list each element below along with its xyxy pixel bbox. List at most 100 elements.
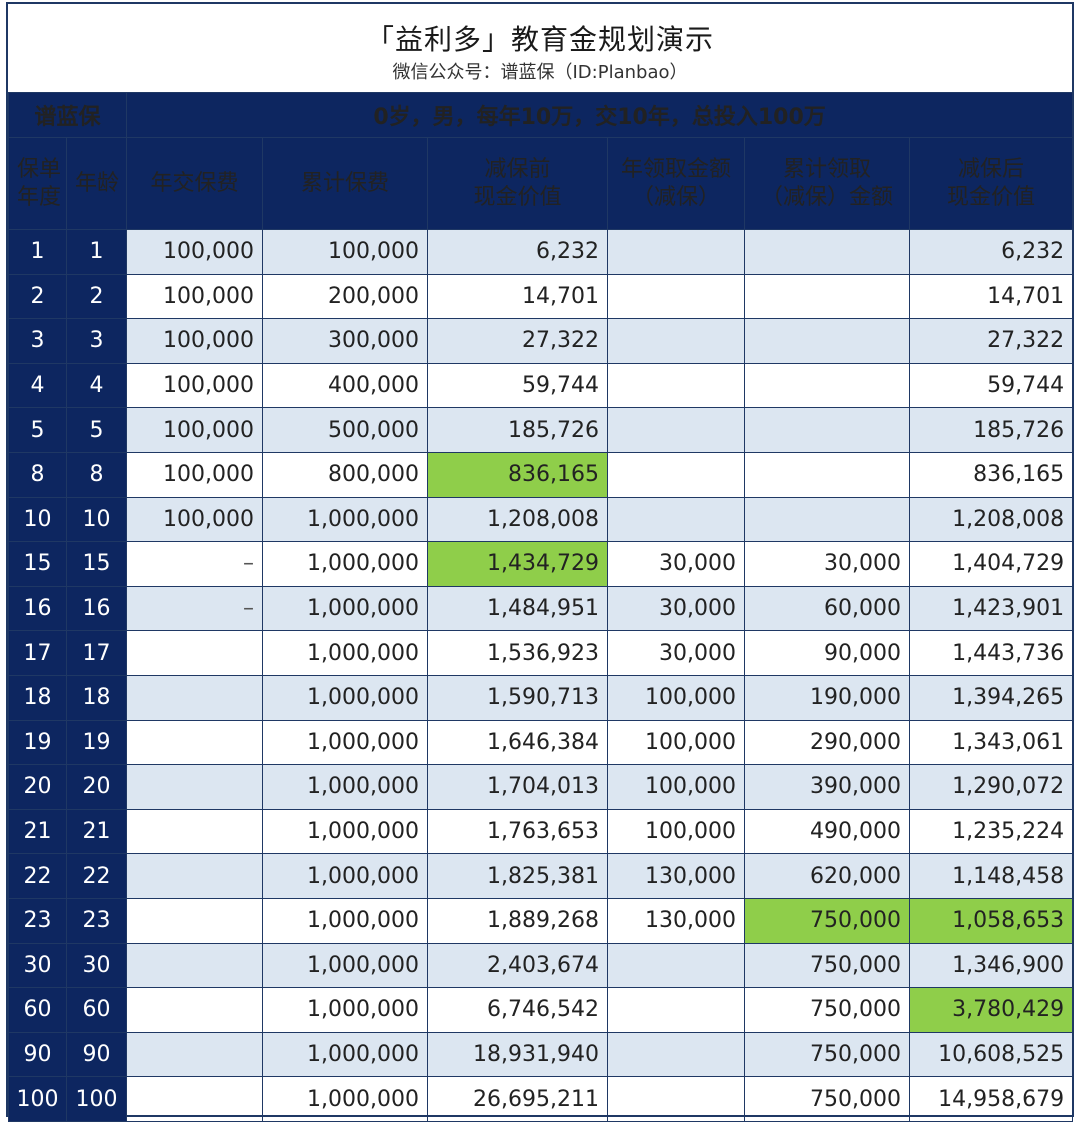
- column-header-line: 累计保费: [301, 170, 390, 196]
- cash-value-before-cell: 1,590,713: [427, 674, 609, 721]
- cash-value-after-cell: 14,701: [909, 273, 1074, 320]
- age-cell: 18: [65, 674, 128, 721]
- annual-premium-cell: 100,000: [126, 407, 264, 453]
- cash-value-before-cell: 1,763,653: [427, 808, 609, 855]
- table-row: 60 60 1,000,000 6,746,542 750,000 3,780,429: [8, 987, 1074, 1033]
- table-row: 15 15–1,000,000 1,434,729 30,000 30,000 1,404…: [8, 541, 1074, 587]
- cash-value-after-cell: 3,780,429: [909, 987, 1074, 1033]
- age-cell: 90: [65, 1031, 128, 1078]
- policy-year-cell: 23: [8, 897, 67, 944]
- annual-premium-cell: [126, 1031, 264, 1078]
- plan-table: 谱蓝保 0岁，男，每年10万，交10年，总投入100万 保单 年度 年龄 年交保费 累计…: [7, 92, 1074, 1122]
- cash-value-before-cell: 1,646,384: [427, 719, 609, 766]
- cash-value-after-cell: 27,322: [909, 318, 1074, 364]
- age-cell: 15: [65, 541, 128, 587]
- cash-value-after-cell: 836,165: [909, 451, 1074, 498]
- age-cell: 10: [65, 496, 128, 543]
- age-cell: 3: [65, 318, 128, 364]
- annual-withdrawal-cell: [607, 1076, 746, 1122]
- table-row: 19 19 1,000,000 1,646,384 100,000 290,000 1,34…: [8, 719, 1074, 766]
- policy-year-cell: 60: [8, 987, 67, 1033]
- annual-withdrawal-cell: 100,000: [607, 719, 746, 766]
- column-header: 累计领取 （减保）金额: [744, 137, 911, 230]
- column-header: 保单 年度: [8, 137, 67, 230]
- annual-withdrawal-cell: [607, 407, 746, 453]
- annual-premium-cell: 100,000: [126, 362, 264, 409]
- annual-premium-cell: [126, 764, 264, 810]
- cash-value-before-cell: 1,704,013: [427, 764, 609, 810]
- policy-year-cell: 30: [8, 942, 67, 989]
- table-row: 22 22 1,000,000 1,825,381 130,000 620,000 1,14…: [8, 853, 1074, 899]
- column-header-line: 减保前: [484, 156, 551, 182]
- column-header-line: （减保）金额: [761, 184, 894, 210]
- cumulative-withdrawal-cell: 620,000: [744, 853, 911, 899]
- cumulative-premium-cell: 300,000: [262, 318, 429, 364]
- cumulative-withdrawal-cell: 190,000: [744, 674, 911, 721]
- annual-withdrawal-cell: 130,000: [607, 897, 746, 944]
- annual-withdrawal-cell: [607, 496, 746, 543]
- cash-value-after-cell: 1,148,458: [909, 853, 1074, 899]
- column-header-line: 年度: [17, 184, 62, 210]
- policy-year-cell: 8: [8, 451, 67, 498]
- annual-premium-cell: 100,000: [126, 229, 264, 275]
- cumulative-premium-cell: 500,000: [262, 407, 429, 453]
- cumulative-withdrawal-cell: 90,000: [744, 630, 911, 676]
- annual-withdrawal-cell: 100,000: [607, 674, 746, 721]
- cash-value-after-cell: 59,744: [909, 362, 1074, 409]
- age-cell: 23: [65, 897, 128, 944]
- title-block: 「益利多」教育金规划演示 微信公众号：谱蓝保（ID:Planbao）: [8, 4, 1072, 92]
- annual-premium-cell: –: [126, 541, 264, 587]
- cumulative-withdrawal-cell: [744, 407, 911, 453]
- annual-premium-cell: 100,000: [126, 496, 264, 543]
- cumulative-premium-cell: 1,000,000: [262, 1076, 429, 1122]
- cumulative-withdrawal-cell: 30,000: [744, 541, 911, 587]
- cash-value-after-cell: 1,343,061: [909, 719, 1074, 766]
- cumulative-withdrawal-cell: 60,000: [744, 585, 911, 632]
- cash-value-after-cell: 1,235,224: [909, 808, 1074, 855]
- age-cell: 8: [65, 451, 128, 498]
- cumulative-premium-cell: 100,000: [262, 229, 429, 275]
- policy-year-cell: 20: [8, 764, 67, 810]
- annual-premium-cell: [126, 719, 264, 766]
- annual-withdrawal-cell: 30,000: [607, 585, 746, 632]
- table-row: 18 18 1,000,000 1,590,713 100,000 190,000 1,39…: [8, 674, 1074, 721]
- cash-value-after-cell: 1,394,265: [909, 674, 1074, 721]
- policy-year-cell: 100: [8, 1076, 67, 1122]
- column-header: 年龄: [65, 137, 128, 230]
- annual-premium-cell: –: [126, 585, 264, 632]
- cumulative-premium-cell: 1,000,000: [262, 541, 429, 587]
- table-row: 100 100 1,000,000 26,695,211 750,000 14,958,6…: [8, 1076, 1074, 1122]
- policy-year-cell: 22: [8, 853, 67, 899]
- age-cell: 20: [65, 764, 128, 810]
- cumulative-premium-cell: 1,000,000: [262, 808, 429, 855]
- annual-premium-cell: [126, 630, 264, 676]
- table-row: 5 5 100,000 500,000 185,726 185,726: [8, 407, 1074, 453]
- cumulative-withdrawal-cell: [744, 362, 911, 409]
- scenario-cell: 0岁，男，每年10万，交10年，总投入100万: [126, 92, 1074, 138]
- annual-withdrawal-cell: [607, 362, 746, 409]
- annual-premium-cell: 100,000: [126, 451, 264, 498]
- table-row: 2 2 100,000 200,000 14,701 14,701: [8, 273, 1074, 320]
- banner-row: 谱蓝保 0岁，男，每年10万，交10年，总投入100万: [7, 92, 1074, 138]
- column-header-line: 现金价值: [947, 184, 1036, 210]
- cash-value-after-cell: 1,423,901: [909, 585, 1074, 632]
- table-row: 3 3 100,000 300,000 27,322 27,322: [8, 318, 1074, 364]
- cumulative-withdrawal-cell: 750,000: [744, 987, 911, 1033]
- column-header: 减保前 现金价值: [427, 137, 609, 230]
- cash-value-after-cell: 1,208,008: [909, 496, 1074, 543]
- policy-year-cell: 10: [8, 496, 67, 543]
- cumulative-withdrawal-cell: 750,000: [744, 1031, 911, 1078]
- cumulative-withdrawal-cell: [744, 273, 911, 320]
- cumulative-premium-cell: 1,000,000: [262, 987, 429, 1033]
- annual-premium-cell: 100,000: [126, 318, 264, 364]
- cumulative-withdrawal-cell: [744, 318, 911, 364]
- cash-value-after-cell: 1,404,729: [909, 541, 1074, 587]
- annual-withdrawal-cell: [607, 318, 746, 364]
- cash-value-before-cell: 1,484,951: [427, 585, 609, 632]
- annual-withdrawal-cell: 30,000: [607, 630, 746, 676]
- cash-value-after-cell: 185,726: [909, 407, 1074, 453]
- column-header-line: 现金价值: [473, 184, 562, 210]
- cumulative-premium-cell: 1,000,000: [262, 585, 429, 632]
- cumulative-premium-cell: 200,000: [262, 273, 429, 320]
- cumulative-premium-cell: 1,000,000: [262, 496, 429, 543]
